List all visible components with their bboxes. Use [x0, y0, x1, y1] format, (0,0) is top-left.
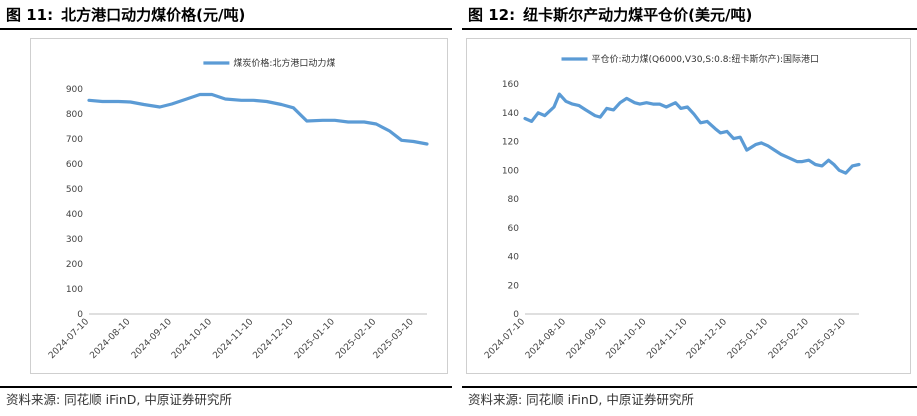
figure-11-panel: 图 11: 北方港口动力煤价格(元/吨) 0 100 200 300 400 500 600 7… [0, 0, 452, 416]
line-chart-newcastle-coal: 0 20 40 60 80 100 120 140 160 2024-07-102024-08-1… [483, 53, 861, 361]
series-line [87, 92, 429, 146]
figure-caption: 北方港口动力煤价格(元/吨) [61, 6, 246, 24]
figure-caption: 纽卡斯尔产动力煤平仓价(美元/吨) [523, 6, 753, 24]
x-tick-label: 2025-03-10 [804, 317, 848, 361]
y-tick-label: 160 [502, 80, 519, 90]
y-tick-label: 700 [66, 135, 83, 145]
chart-area: 0 20 40 60 80 100 120 140 160 2024-07-10 2024-08-1… [466, 38, 911, 374]
x-tick-label: 2024-09-10 [565, 317, 609, 361]
y-tick-label: 100 [66, 285, 83, 295]
legend: 平仓价:动力煤(Q6000,V30,S:0.8:纽卡斯尔产):国际港口 [561, 53, 820, 65]
x-tick-label: 2025-01-10 [726, 317, 770, 361]
x-tick-label: 2024-11-10 [645, 317, 689, 361]
figure-title: 图 11: 北方港口动力煤价格(元/吨) [0, 0, 452, 30]
y-tick-label: 140 [502, 109, 519, 119]
x-tick-label: 2025-03-10 [372, 317, 416, 361]
x-tick-label: 2024-07-10 [47, 317, 91, 361]
series-line [523, 92, 861, 175]
line-chart-north-port-coal: 01002003004005006007008009002024-07-1020… [47, 57, 429, 361]
y-tick-label: 600 [66, 160, 83, 170]
source-note: 资料来源: 同花顺 iFinD, 中原证券研究所 [468, 392, 694, 407]
x-tick-label: 2024-12-10 [685, 317, 729, 361]
x-tick-label: 2024-07-10 [483, 317, 527, 361]
y-tick-label: 400 [66, 210, 83, 220]
x-tick-label: 2024-10-10 [605, 317, 649, 361]
figure-number: 图 11: [6, 6, 54, 24]
source-note: 资料来源: 同花顺 iFinD, 中原证券研究所 [6, 392, 232, 407]
x-tick-label: 2024-10-10 [170, 317, 214, 361]
x-tick-label: 2025-01-10 [293, 317, 337, 361]
divider [0, 386, 452, 388]
y-tick-label: 300 [66, 235, 83, 245]
legend: 煤炭价格:北方港口动力煤 [203, 57, 335, 69]
y-tick-label: 100 [502, 166, 519, 176]
y-tick-label: 500 [66, 185, 83, 195]
chart-area: 0 100 200 300 400 500 600 700 800 900 2024-07-10 20… [30, 38, 448, 374]
y-tick-label: 20 [508, 281, 520, 291]
y-tick-label: 200 [66, 260, 83, 270]
y-tick-label: 0 [77, 310, 83, 320]
y-tick-label: 40 [508, 253, 520, 263]
figure-12-panel: 图 12: 纽卡斯尔产动力煤平仓价(美元/吨) 0 20 40 60 80 100 120 14… [462, 0, 917, 416]
y-tick-label: 800 [66, 110, 83, 120]
x-tick-label: 2024-08-10 [88, 317, 132, 361]
y-tick-label: 0 [513, 310, 519, 320]
y-tick-label: 80 [508, 195, 520, 205]
y-tick-label: 900 [66, 85, 83, 95]
x-tick-label: 2024-08-10 [524, 317, 568, 361]
x-tick-label: 2024-12-10 [251, 317, 295, 361]
legend-label: 煤炭价格:北方港口动力煤 [233, 57, 335, 69]
figure-title: 图 12: 纽卡斯尔产动力煤平仓价(美元/吨) [462, 0, 917, 30]
legend-label: 平仓价:动力煤(Q6000,V30,S:0.8:纽卡斯尔产):国际港口 [592, 53, 820, 65]
divider [462, 386, 917, 388]
figure-number: 图 12: [468, 6, 516, 24]
x-tick-label: 2024-11-10 [211, 317, 255, 361]
x-tick-label: 2024-09-10 [130, 317, 174, 361]
y-tick-label: 60 [508, 224, 520, 234]
y-tick-label: 120 [502, 138, 519, 148]
